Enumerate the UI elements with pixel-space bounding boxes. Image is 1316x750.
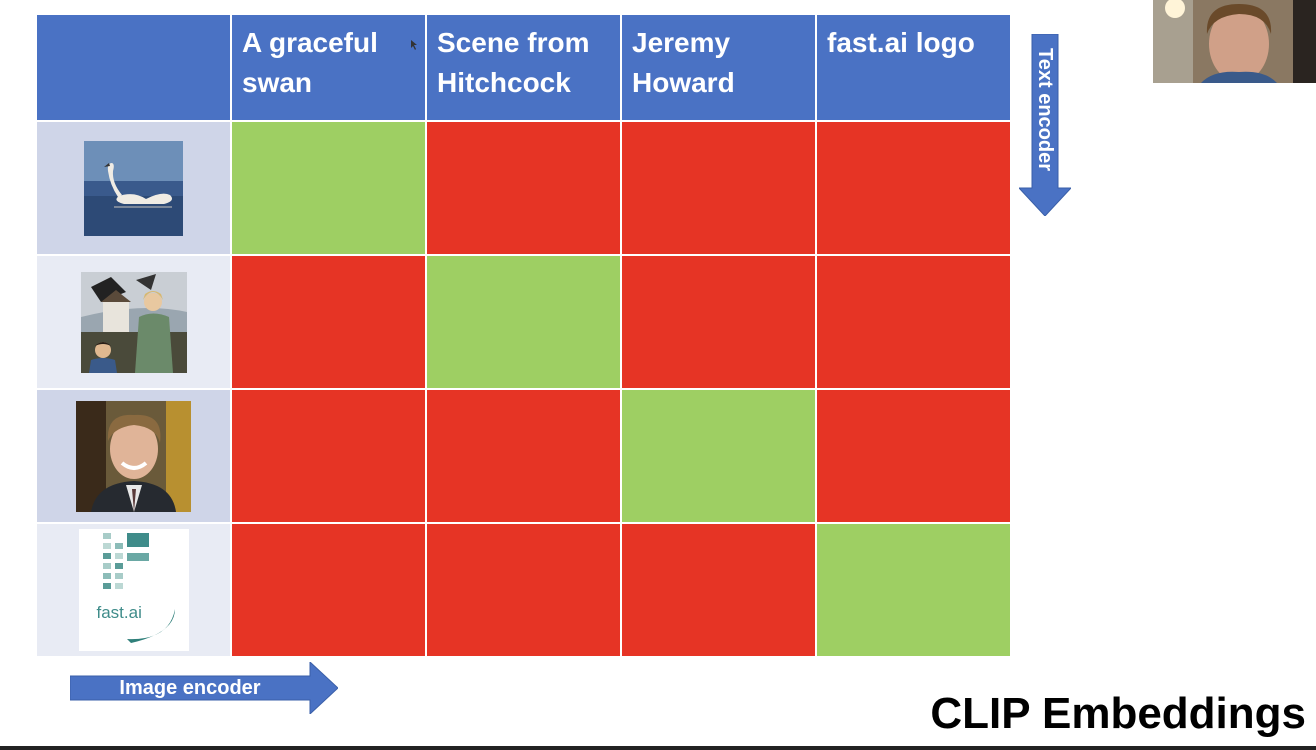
sim-cell-2-1 (232, 256, 425, 388)
fastai-logo-text: fast.ai (96, 603, 142, 622)
webcam-feed (1153, 0, 1316, 83)
sim-cell-2-3 (622, 256, 815, 388)
sim-cell-4-1 (232, 524, 425, 656)
down-arrow-icon (1019, 34, 1071, 216)
sim-cell-3-3 (622, 390, 815, 522)
row-image-cell-2 (37, 256, 230, 388)
row-image-cell-4: fast.ai (37, 524, 230, 656)
header-corner (37, 15, 230, 120)
jeremy-howard-photo (76, 400, 191, 512)
mouse-cursor-icon (411, 40, 417, 50)
swan-photo (84, 140, 183, 236)
sim-cell-3-2 (427, 390, 620, 522)
header-col-3: Jeremy Howard (622, 15, 815, 120)
right-arrow-icon (70, 662, 338, 714)
bottom-divider (0, 746, 1316, 750)
sim-cell-1-1 (232, 122, 425, 254)
image-encoder-arrow: Image encoder (70, 662, 338, 714)
hitchcock-scene-photo (80, 271, 187, 373)
text-encoder-label: Text encoder (1034, 48, 1056, 171)
sim-cell-1-2 (427, 122, 620, 254)
sim-cell-1-4 (817, 122, 1010, 254)
text-encoder-arrow: Text encoder (1019, 34, 1071, 216)
fastai-logo: fast.ai (78, 529, 189, 651)
sim-cell-1-3 (622, 122, 815, 254)
header-col-2: Scene from Hitchcock (427, 15, 620, 120)
row-image-cell-1 (37, 122, 230, 254)
sim-cell-4-4 (817, 524, 1010, 656)
sim-cell-2-4 (817, 256, 1010, 388)
sim-cell-3-1 (232, 390, 425, 522)
presenter-photo (1153, 0, 1316, 83)
sim-cell-2-2 (427, 256, 620, 388)
clip-matrix: A graceful swan Scene from Hitchcock Jer… (37, 15, 1010, 656)
image-encoder-label: Image encoder (119, 677, 261, 699)
sim-cell-4-2 (427, 524, 620, 656)
row-image-cell-3 (37, 390, 230, 522)
sim-cell-3-4 (817, 390, 1010, 522)
header-col-1: A graceful swan (232, 15, 425, 120)
sim-cell-4-3 (622, 524, 815, 656)
slide-title: CLIP Embeddings (930, 689, 1306, 738)
header-col-4: fast.ai logo (817, 15, 1010, 120)
